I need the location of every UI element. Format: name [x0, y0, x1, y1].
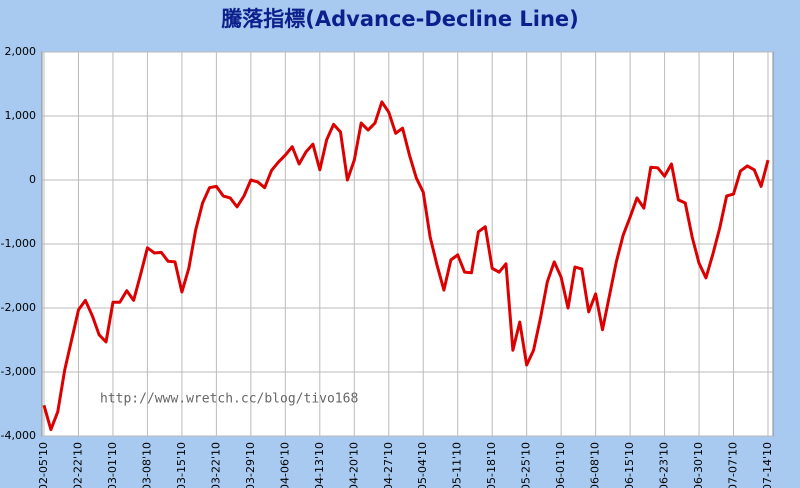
data-line	[42, 100, 770, 432]
y-tick-label: 0	[29, 173, 36, 186]
watermark: http://www.wretch.cc/blog/tivo168	[100, 392, 358, 407]
y-tick-label: 2,000	[5, 45, 37, 58]
y-tick-label: -4,000	[1, 429, 36, 442]
x-tick-label: 05-04'10	[416, 442, 429, 488]
y-tick-label: -3,000	[1, 365, 36, 378]
x-tick-label: 07-07'10	[727, 442, 740, 488]
y-tick-label: -2,000	[1, 301, 36, 314]
x-tick-label: 06-23'10	[658, 442, 671, 488]
x-tick-label: 05-18'10	[485, 442, 498, 488]
x-tick-label: 04-06'10	[278, 442, 291, 488]
x-tick-label: 04-13'10	[313, 442, 326, 488]
x-tick-label: 06-08'10	[589, 442, 602, 488]
y-tick-label: -1,000	[1, 237, 36, 250]
x-tick-label: 05-11'10	[451, 442, 464, 488]
y-tick-label: 1,000	[5, 109, 37, 122]
x-tick-label: 03-15'10	[175, 442, 188, 488]
x-tick-label: 04-27'10	[382, 442, 395, 488]
x-tick-label: 04-20'10	[347, 442, 360, 488]
x-tick-label: 03-29'10	[244, 442, 257, 488]
x-tick-label: 03-22'10	[209, 442, 222, 488]
x-tick-label: 05-25'10	[520, 442, 533, 488]
x-tick-label: 02-05'10	[37, 442, 50, 488]
x-tick-label: 07-14'10	[761, 442, 774, 488]
x-tick-label: 06-15'10	[623, 442, 636, 488]
x-tick-label: 02-22'10	[71, 442, 84, 488]
chart-title: 騰落指標(Advance-Decline Line)	[221, 7, 579, 31]
x-tick-label: 03-01'10	[106, 442, 119, 488]
x-tick-label: 06-30'10	[692, 442, 705, 488]
x-tick-label: 03-08'10	[140, 442, 153, 488]
x-tick-label: 06-01'10	[554, 442, 567, 488]
